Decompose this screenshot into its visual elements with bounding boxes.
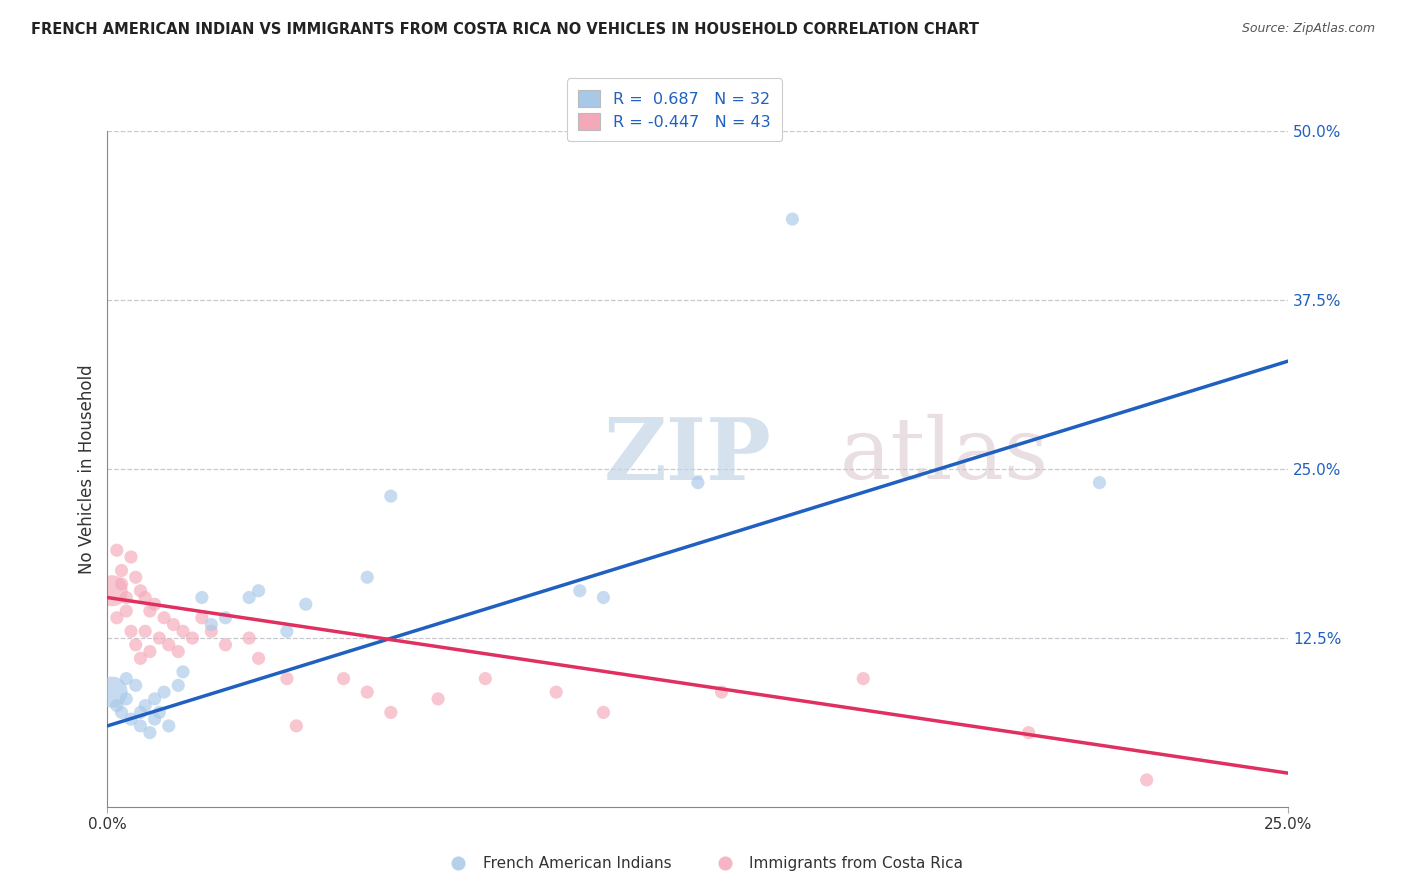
Point [115,691,138,706]
Point [285,719,308,733]
Point [148,631,170,645]
Point [125,638,148,652]
Point [143,712,166,726]
Point [115,604,138,618]
Point [139,644,162,658]
Point [1136,772,1159,787]
Point [105,698,128,713]
Point [110,577,132,591]
Point [852,672,875,686]
Point [115,672,138,686]
Point [143,691,166,706]
Point [238,631,260,645]
Point [153,685,176,699]
Point [105,611,128,625]
Point [356,685,378,699]
Point [200,624,222,639]
Point [214,638,236,652]
Point [162,617,184,632]
Point [427,691,450,706]
Point [191,611,214,625]
Point [172,665,194,679]
Text: atlas: atlas [839,414,1049,497]
Point [120,712,142,726]
Point [546,685,568,699]
Y-axis label: No Vehicles in Household: No Vehicles in Household [79,364,96,574]
Legend: R =  0.687   N = 32, R = -0.447   N = 43: R = 0.687 N = 32, R = -0.447 N = 43 [567,78,782,141]
Point [191,591,214,605]
Point [276,672,298,686]
Text: FRENCH AMERICAN INDIAN VS IMMIGRANTS FROM COSTA RICA NO VEHICLES IN HOUSEHOLD CO: FRENCH AMERICAN INDIAN VS IMMIGRANTS FRO… [31,22,979,37]
Point [110,706,132,720]
Point [167,644,190,658]
Point [157,638,180,652]
Point [1088,475,1111,490]
Point [294,597,316,611]
Point [148,706,170,720]
Point [139,604,162,618]
Point [276,624,298,639]
Point [139,725,162,739]
Point [120,624,142,639]
Point [129,583,152,598]
Point [181,631,204,645]
Point [782,212,804,227]
Point [356,570,378,584]
Point [380,706,402,720]
Point [238,591,260,605]
Point [686,475,709,490]
Point [474,672,496,686]
Point [134,624,156,639]
Point [143,597,166,611]
Text: ZIP: ZIP [603,414,770,498]
Point [110,564,132,578]
Point [125,570,148,584]
Text: Source: ZipAtlas.com: Source: ZipAtlas.com [1241,22,1375,36]
Point [200,617,222,632]
Point [592,591,614,605]
Point [247,651,270,665]
Point [214,611,236,625]
Point [157,719,180,733]
Point [167,678,190,692]
Point [592,706,614,720]
Point [172,624,194,639]
Point [134,591,156,605]
Point [568,583,591,598]
Point [129,706,152,720]
Point [115,591,138,605]
Point [332,672,354,686]
Point [125,678,148,692]
Legend: French American Indians, Immigrants from Costa Rica: French American Indians, Immigrants from… [437,850,969,877]
Point [710,685,733,699]
Point [120,549,142,564]
Point [129,719,152,733]
Point [247,583,270,598]
Point [134,698,156,713]
Point [1018,725,1040,739]
Point [153,611,176,625]
Point [105,543,128,558]
Point [129,651,152,665]
Point [101,685,124,699]
Point [380,489,402,503]
Point [101,583,124,598]
